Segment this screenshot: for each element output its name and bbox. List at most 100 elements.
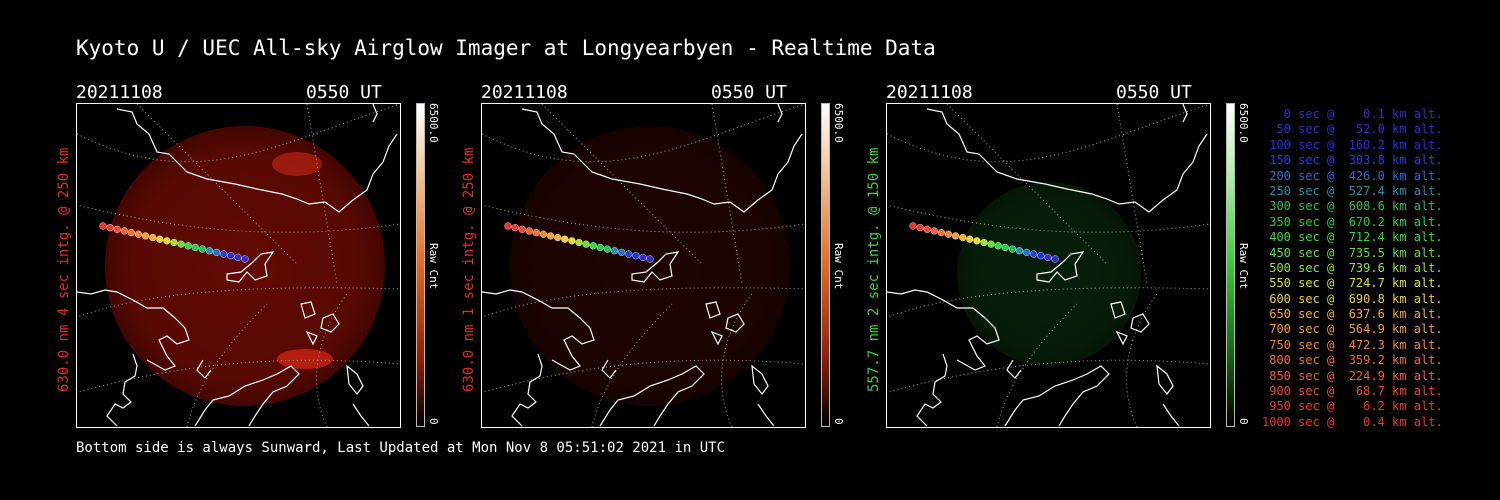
panel-2-date: 20211108 — [481, 82, 568, 103]
coastline — [1182, 104, 1188, 123]
trajectory-point — [916, 224, 924, 232]
trajectory-point — [937, 229, 946, 237]
panel-1-colorbar — [416, 103, 425, 427]
trajectory-point — [610, 247, 619, 255]
coastline — [1130, 313, 1150, 333]
panel-3-date: 20211108 — [886, 82, 973, 103]
panel-2-image[interactable] — [481, 103, 806, 428]
trajectory-point — [980, 238, 988, 247]
bright-patch — [277, 349, 333, 369]
trajectory-point — [120, 227, 128, 235]
coastline — [482, 289, 595, 371]
coastline — [372, 104, 378, 123]
panel-2-map — [482, 104, 805, 427]
coastline — [352, 403, 370, 427]
panel-3-image[interactable] — [886, 103, 1211, 428]
coastline — [77, 289, 190, 371]
grid-line — [482, 204, 805, 233]
coastline — [196, 359, 212, 379]
coastline — [705, 301, 721, 319]
trajectory-point — [234, 253, 242, 261]
trajectory-point — [205, 247, 214, 255]
coastline — [1162, 403, 1180, 427]
legend-row: 950 sec @ 6.2 km alt. — [1262, 399, 1443, 414]
panel-1-cbar-unit: Raw Cnt — [427, 243, 440, 290]
trajectory-point — [632, 252, 640, 260]
legend-row: 300 sec @ 608.6 km alt. — [1262, 199, 1443, 214]
trajectory-point — [227, 252, 235, 260]
trajectory-point — [596, 243, 604, 252]
panel-3-ylabel: 557.7 nm 2 sec intg. @ 150 km — [866, 147, 882, 392]
trajectory-point — [525, 227, 533, 235]
trajectory-point — [220, 250, 228, 258]
coastline — [106, 353, 138, 427]
legend-row: 200 sec @ 426.0 km alt. — [1262, 168, 1443, 183]
trajectory-point — [944, 230, 953, 238]
legend-row: 250 sec @ 527.4 km alt. — [1262, 183, 1443, 198]
grid-line — [721, 293, 753, 427]
coastline — [1156, 364, 1174, 395]
coastline — [521, 108, 803, 213]
legend-row: 800 sec @ 359.2 km alt. — [1262, 353, 1443, 368]
trajectory-point — [1015, 247, 1024, 255]
trajectory-point — [177, 240, 185, 248]
grid-line — [1126, 293, 1158, 427]
coastline — [631, 251, 680, 283]
coastline — [116, 108, 398, 213]
trajectory-point — [113, 225, 121, 233]
grid-line — [887, 359, 1210, 394]
panel-2-ylabel: 630.0 nm 1 sec intg. @ 250 km — [461, 147, 477, 392]
trajectory-point — [127, 229, 136, 237]
trajectory-point — [546, 232, 555, 240]
panel-1-cbar-max: 6500.0 — [427, 103, 440, 143]
coastline — [1110, 301, 1126, 319]
trajectory-point — [582, 240, 590, 248]
coastline — [710, 330, 723, 346]
legend-row: 750 sec @ 472.3 km alt. — [1262, 337, 1443, 352]
grid-line — [77, 359, 400, 394]
trajectory-point — [1008, 245, 1017, 253]
coastline — [305, 330, 318, 346]
trajectory-point — [1037, 252, 1045, 260]
trajectory-point — [561, 235, 569, 243]
trajectory-point — [213, 248, 221, 257]
panel-1-map — [77, 104, 400, 427]
coastline — [926, 108, 1208, 213]
grid-line — [1116, 104, 1148, 285]
panel-2-time: 0550 UT — [711, 82, 787, 103]
grid-line — [887, 104, 1210, 163]
panel-2-cbar-min: 0 — [832, 418, 845, 425]
trajectory-point — [568, 237, 576, 245]
coastline — [887, 289, 1000, 371]
legend-row: 400 sec @ 712.4 km alt. — [1262, 230, 1443, 245]
coastline — [346, 364, 364, 395]
trajectory-point — [106, 224, 114, 232]
trajectory-point — [1030, 250, 1038, 258]
legend-row: 50 sec @ 52.0 km alt. — [1262, 122, 1443, 137]
trajectory-point — [170, 238, 178, 247]
coastline — [751, 364, 769, 395]
coastline — [916, 353, 948, 427]
legend-row: 350 sec @ 670.2 km alt. — [1262, 214, 1443, 229]
coastline — [777, 104, 783, 123]
trajectory-point — [923, 225, 931, 233]
legend-row: 900 sec @ 68.7 km alt. — [1262, 384, 1443, 399]
grid-line — [482, 359, 805, 394]
grid-line — [887, 204, 1210, 233]
coastline — [300, 301, 316, 319]
trajectory-point — [184, 242, 192, 250]
coastline — [725, 313, 745, 333]
panel-1-time: 0550 UT — [306, 82, 382, 103]
panel-1-image[interactable] — [76, 103, 401, 428]
trajectory-point — [532, 229, 541, 237]
coastline — [757, 403, 775, 427]
grid-line — [306, 104, 338, 285]
trajectory-point — [618, 248, 626, 257]
grid-line — [77, 104, 400, 163]
legend-row: 1000 sec @ 0.4 km alt. — [1262, 414, 1443, 429]
trajectory-point — [99, 222, 107, 230]
panel-3-cbar-min: 0 — [1237, 418, 1250, 425]
coastline — [599, 365, 705, 427]
legend-row: 0 sec @ 0.1 km alt. — [1262, 107, 1443, 121]
panel-3-cbar-max: 6500.0 — [1237, 103, 1250, 143]
